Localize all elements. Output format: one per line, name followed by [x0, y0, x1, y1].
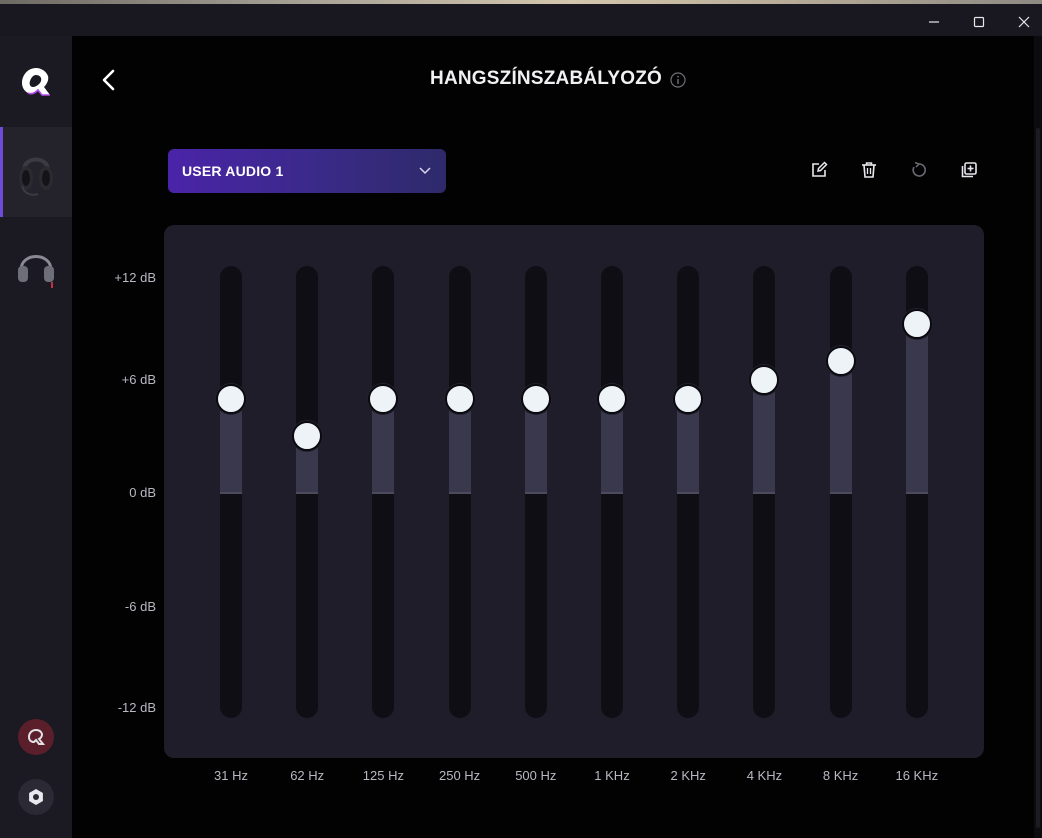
add-copy-icon — [961, 162, 977, 178]
edit-button[interactable] — [807, 158, 831, 182]
freq-label: 2 KHz — [670, 768, 706, 783]
eq-slider-fill — [677, 398, 700, 492]
desktop-strip — [0, 0, 1042, 4]
freq-label: 250 Hz — [438, 768, 481, 783]
eq-slider-fill — [753, 379, 776, 492]
freq-label: 16 KHz — [895, 768, 939, 783]
equalizer-panel — [164, 225, 984, 758]
eq-zero-line — [448, 492, 471, 494]
eq-zero-line — [524, 492, 547, 494]
freq-label: 500 Hz — [515, 768, 557, 783]
eq-slider-knob[interactable] — [597, 383, 627, 414]
gear-icon — [29, 789, 43, 805]
eq-slider-fill — [372, 398, 395, 492]
reset-icon — [912, 161, 926, 177]
eq-zero-line — [601, 492, 623, 494]
minimize-button[interactable] — [912, 8, 956, 36]
db-label: -12 dB — [117, 700, 156, 715]
profile-button[interactable] — [18, 719, 54, 755]
sidebar — [0, 36, 72, 838]
settings-button[interactable] — [18, 779, 54, 815]
close-button[interactable] — [1002, 8, 1042, 36]
freq-label: 125 Hz — [362, 768, 404, 783]
freq-label: 62 Hz — [290, 768, 325, 783]
eq-zero-line — [220, 492, 242, 494]
back-button[interactable] — [96, 66, 120, 94]
eq-zero-line — [296, 492, 319, 494]
db-label: -6 dB — [124, 599, 156, 614]
headphones-icon — [18, 255, 54, 288]
scrollbar-thumb[interactable] — [1036, 128, 1040, 828]
app-logo-icon — [27, 728, 46, 745]
delete-button[interactable] — [857, 158, 881, 182]
db-label: +12 dB — [114, 270, 156, 285]
maximize-icon — [973, 16, 985, 28]
eq-slider-knob[interactable] — [444, 383, 475, 414]
eq-slider-knob[interactable] — [368, 383, 399, 414]
eq-slider-knob[interactable] — [216, 383, 246, 414]
db-label: +6 dB — [121, 372, 156, 387]
freq-label: 8 KHz — [822, 768, 859, 783]
eq-zero-line — [905, 492, 928, 494]
chevron-down-icon — [419, 167, 431, 175]
reset-button[interactable] — [907, 158, 931, 182]
app-logo-icon[interactable] — [16, 62, 56, 102]
minimize-icon — [929, 21, 939, 23]
eq-slider-fill — [829, 361, 852, 492]
eq-slider-knob[interactable] — [673, 383, 704, 414]
eq-slider-knob[interactable] — [901, 308, 932, 339]
eq-slider-knob[interactable] — [292, 420, 323, 451]
eq-slider-knob[interactable] — [749, 364, 780, 395]
eq-slider-fill — [905, 323, 928, 492]
device-headset-wireless[interactable] — [0, 127, 72, 217]
eq-zero-line — [753, 492, 776, 494]
preset-dropdown[interactable]: USER AUDIO 1 — [168, 149, 446, 193]
eq-zero-line — [677, 492, 700, 494]
chevron-left-icon — [102, 69, 115, 91]
eq-slider-fill — [524, 398, 547, 492]
eq-slider-knob[interactable] — [825, 346, 856, 377]
headset-image-icon — [19, 157, 53, 196]
info-icon[interactable] — [670, 72, 686, 88]
close-icon — [1018, 16, 1030, 28]
eq-zero-line — [372, 492, 395, 494]
eq-slider-fill — [220, 398, 242, 492]
freq-label: 4 KHz — [746, 768, 783, 783]
device-headset-generic[interactable] — [0, 221, 72, 311]
freq-label: 31 Hz — [214, 768, 248, 783]
edit-icon — [812, 161, 828, 177]
freq-label: 1 KHz — [594, 768, 630, 783]
eq-slider-knob[interactable] — [520, 383, 551, 414]
page-title: HANGSZÍNSZABÁLYOZÓ — [430, 68, 662, 89]
db-label: 0 dB — [129, 485, 156, 500]
maximize-button[interactable] — [957, 8, 1001, 36]
preset-selected-label: USER AUDIO 1 — [182, 163, 284, 179]
eq-slider-fill — [601, 398, 623, 492]
eq-slider-fill — [448, 398, 471, 492]
title-bar — [0, 4, 1042, 36]
add-copy-button[interactable] — [957, 158, 981, 182]
trash-icon — [862, 162, 876, 178]
eq-zero-line — [829, 492, 852, 494]
